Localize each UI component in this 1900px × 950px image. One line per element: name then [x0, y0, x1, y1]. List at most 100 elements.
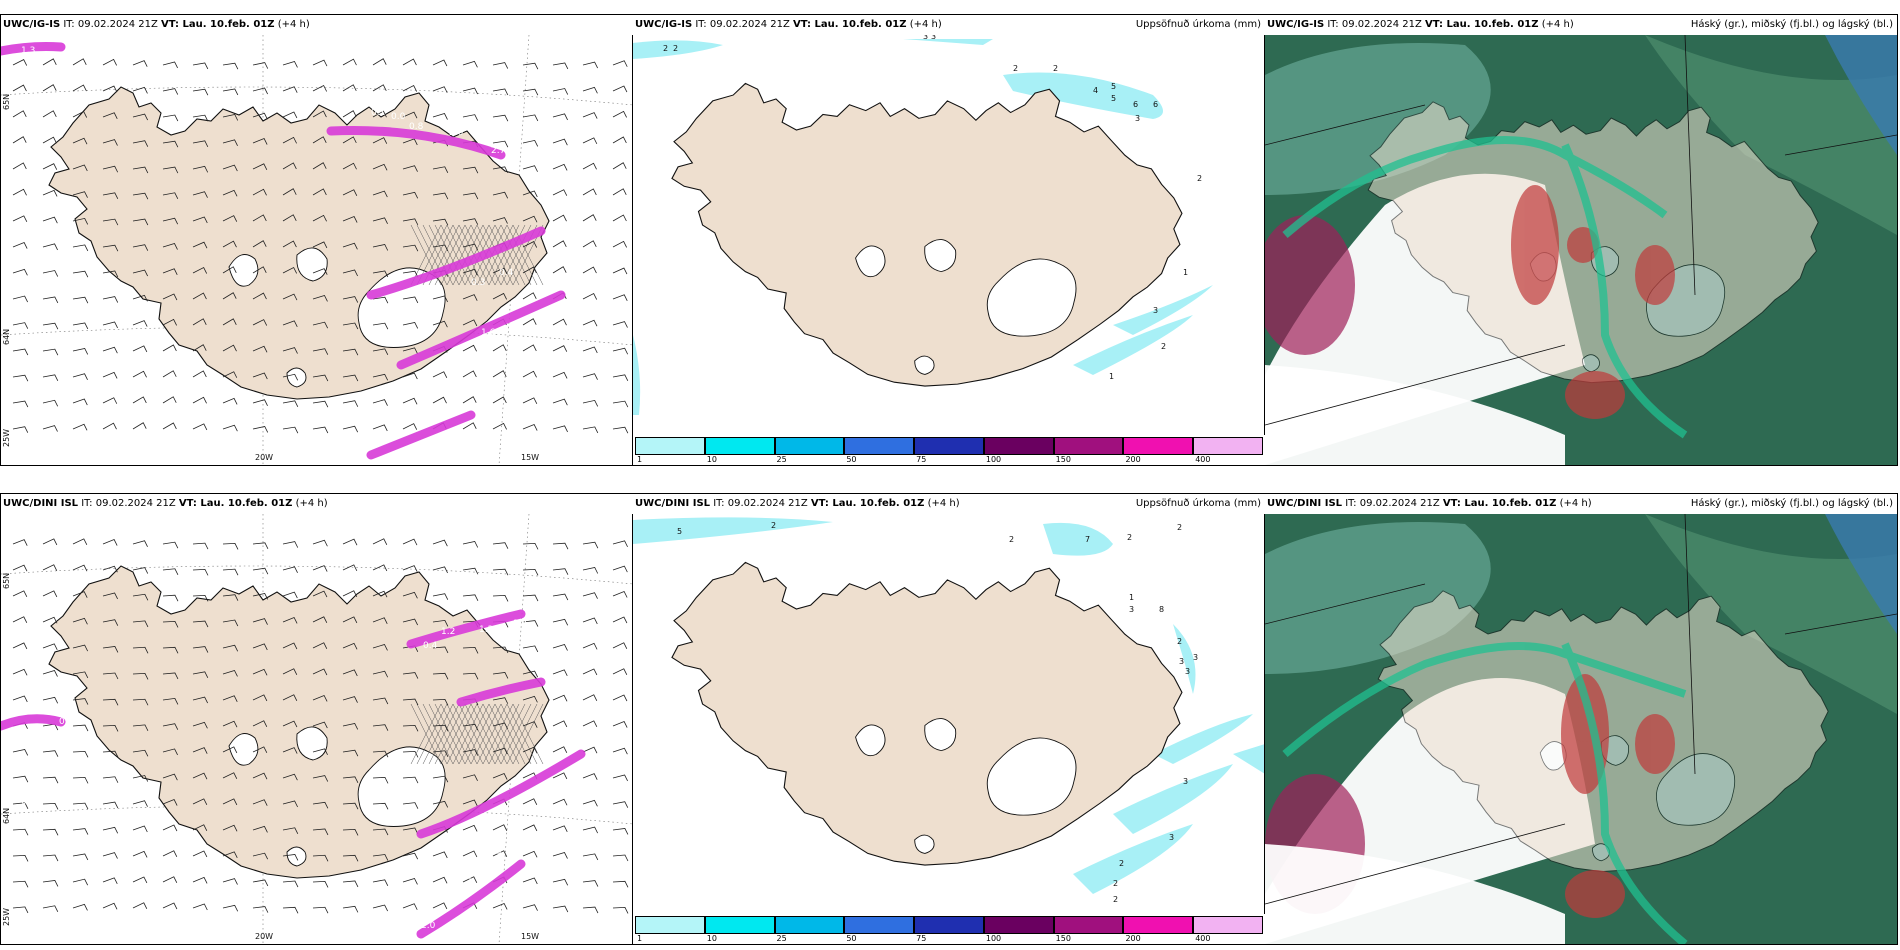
panel-title: Háský (gr.), miðský (fj.bl.) og lágský (… — [1690, 19, 1893, 30]
cloud-map-top: UWC/IG-IS IT: 09.02.2024 21Z VT: Lau. 10… — [1264, 14, 1898, 466]
map-area: 1.3 0.0 0.1 0.0 0.8 2.0 2.7 1.9 0.4 0.3 1.6 1.7 2.0 — [1, 35, 633, 465]
lat-label: 25W — [2, 907, 11, 926]
snow-value-label: 2.0 — [449, 128, 464, 138]
snow-value-label: 1.2 — [441, 627, 455, 637]
precip-value-label: 3 — [1169, 833, 1174, 842]
cloud-map-bottom: UWC/DINI ISL IT: 09.02.2024 21Z VT: Lau.… — [1264, 493, 1898, 945]
precip-value-label: 2 — [1197, 174, 1202, 183]
colorbar-swatch — [704, 437, 775, 455]
map-area: 1.2 0.4 1.2 1.4 0.6 0. 1.6 1.7 1.5 2.0 — [1, 514, 633, 944]
panel-header: UWC/IG-IS IT: 09.02.2024 21Z VT: Lau. 10… — [1, 15, 633, 35]
colorbar-tick: 150 — [1055, 934, 1071, 943]
model-name: UWC/IG-IS — [3, 19, 61, 30]
precip-value-label: 8 — [1159, 605, 1164, 614]
colorbar: 1 10 25 50 75 100 150 200 400 — [633, 914, 1265, 944]
colorbar-swatch — [635, 916, 705, 934]
colorbar-tick: 200 — [1125, 934, 1141, 943]
lat-label: 65N — [2, 93, 11, 110]
precip-value-label: 2 — [771, 521, 776, 530]
colorbar-tick: 100 — [985, 455, 1002, 464]
colorbar-swatch — [774, 437, 845, 455]
precip-value-label: 6 — [1153, 100, 1158, 109]
colorbar-tick: 400 — [1195, 934, 1211, 943]
colorbar-tick: 25 — [776, 455, 787, 464]
panel-title: Uppsöfnuð úrkoma (mm) — [1135, 19, 1261, 30]
snow-value-label: 1.7 — [467, 877, 481, 887]
colorbar-swatch — [914, 437, 984, 455]
lon-label: 15W — [521, 453, 540, 462]
lat-label: 65N — [2, 572, 11, 589]
lat-label: 25W — [2, 428, 11, 447]
precip-value-label: 1 — [1109, 372, 1114, 381]
panel-header: UWC/IG-IS IT: 09.02.2024 21Z VT: Lau. 10… — [633, 15, 1265, 35]
lon-label: 15W — [521, 932, 540, 941]
precip-value-label: 4 — [1093, 86, 1098, 95]
colorbar-tick: 50 — [846, 934, 857, 943]
colorbar-tick: 25 — [776, 934, 787, 943]
precip-value-label: 2 — [1009, 535, 1014, 544]
colorbar-swatch — [704, 916, 775, 934]
colorbar-tick: 400 — [1195, 455, 1211, 464]
precip-value-label: 5 — [1111, 82, 1116, 91]
precip-value-label: 5 — [677, 527, 682, 536]
snow-value-label: 2.7 — [491, 146, 505, 156]
precip-value-label: 3 — [931, 35, 936, 41]
snow-value-label: 0. — [21, 797, 30, 807]
precip-value-label: 3 — [923, 35, 928, 41]
colorbar-tick: 50 — [846, 455, 857, 464]
colorbar-swatch — [1053, 916, 1124, 934]
precip-value-label: 3 — [1179, 657, 1184, 666]
snow-value-label: 0.0 — [351, 98, 366, 108]
colorbar: 1 10 25 50 75 100 150 200 400 — [633, 435, 1265, 465]
precip-value-label: 2 — [1013, 64, 1018, 73]
snow-value-label: 1.5 — [531, 787, 545, 797]
snow-value-label: 0.3 — [471, 278, 485, 288]
colorbar-swatch — [774, 916, 845, 934]
map-area: 5227221382333332223 — [633, 514, 1265, 914]
snow-value-label: 1.4 — [513, 619, 528, 629]
precip-map-bottom: UWC/DINI ISL IT: 09.02.2024 21Z VT: Lau.… — [632, 493, 1266, 945]
precip-value-label: 2 — [1127, 533, 1132, 542]
panel-header: UWC/DINI ISL IT: 09.02.2024 21Z VT: Lau.… — [633, 494, 1265, 514]
colorbar-swatch — [1193, 437, 1263, 455]
colorbar-tick: 200 — [1125, 455, 1141, 464]
colorbar-swatch — [1193, 916, 1263, 934]
colorbar-swatch — [914, 916, 984, 934]
precip-value-label: 2 — [673, 44, 678, 53]
precip-map-top: UWC/IG-IS IT: 09.02.2024 21Z VT: Lau. 10… — [632, 14, 1266, 466]
snow-value-label: 2.0 — [389, 456, 404, 465]
precip-value-label: 3 — [1135, 114, 1140, 123]
snow-value-label: 2.0 — [421, 921, 436, 931]
snow-value-label: 0.4 — [499, 268, 514, 278]
snow-value-label: 0.6 — [59, 717, 74, 727]
panel-title: Uppsöfnuð úrkoma (mm) — [1135, 498, 1261, 509]
colorbar-tick: 150 — [1055, 455, 1071, 464]
precip-value-label: 2 — [1177, 637, 1182, 646]
colorbar-tick: 1 — [637, 455, 643, 464]
colorbar-swatch — [1053, 437, 1124, 455]
snow-value-label: 0.4 — [423, 641, 438, 651]
precip-value-label: 3 — [1193, 653, 1198, 662]
precip-value-label: 2 — [663, 44, 668, 53]
snow-value-label: 0.1 — [371, 108, 385, 118]
cloud-map — [1265, 35, 1897, 465]
precip-value-label: 2 — [1161, 342, 1166, 351]
lat-label: 64N — [2, 807, 11, 824]
colorbar-tick: 75 — [916, 455, 927, 464]
colorbar-tick: 10 — [706, 455, 717, 464]
precip-value-label: 2 — [1113, 879, 1118, 888]
precip-value-label: 6 — [1133, 100, 1138, 109]
lat-label: 64N — [2, 328, 11, 345]
snow-value-label: 1.2 — [479, 625, 493, 635]
precip-value-label: 3 — [1185, 667, 1190, 676]
snow-value-label: 1.3 — [21, 46, 35, 56]
precip-value-label: 2 — [1113, 895, 1118, 904]
wind-snow-map-top: UWC/IG-IS IT: 09.02.2024 21Z VT: Lau. 10… — [0, 14, 634, 466]
precip-value-label: 3 — [1153, 306, 1158, 315]
colorbar-swatch — [983, 916, 1054, 934]
snow-value-label: 1.9 — [506, 156, 521, 166]
precip-value-label: 2 — [1119, 859, 1124, 868]
colorbar-tick: 10 — [706, 934, 717, 943]
